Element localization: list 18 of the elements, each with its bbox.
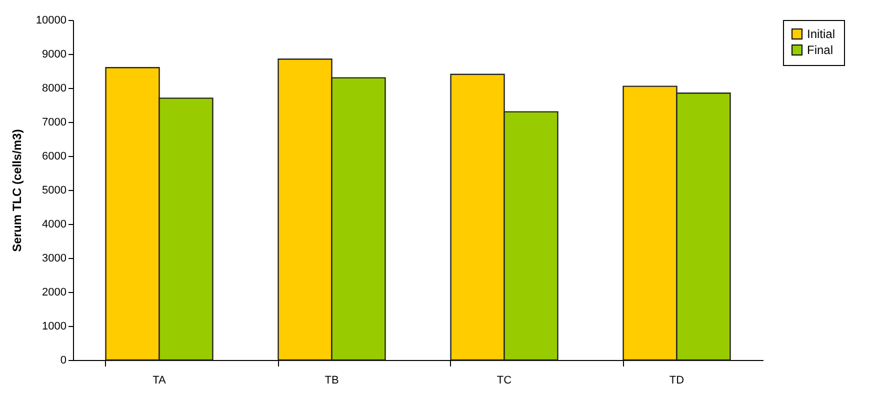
x-tick-label: TC [496,374,512,386]
y-tick-label: 2000 [42,286,66,298]
y-tick-label: 6000 [42,150,66,162]
legend-label: Final [807,43,834,57]
y-tick-label: 5000 [42,184,66,196]
y-tick-label: 8000 [42,82,66,94]
y-tick-label: 4000 [42,218,66,230]
y-tick-label: 0 [60,354,66,366]
x-tick-label: TD [669,374,684,386]
y-tick-label: 7000 [42,116,66,128]
x-tick-label: TA [152,374,167,386]
y-tick-label: 1000 [42,320,66,332]
x-tick-label: TB [324,374,339,386]
y-tick-label: 9000 [42,48,66,60]
y-tick-label: 3000 [42,252,66,264]
y-axis-title: Serum TLC (cells/m3) [10,129,24,252]
y-tick-label: 10000 [36,14,66,26]
legend-label: Initial [807,27,836,41]
